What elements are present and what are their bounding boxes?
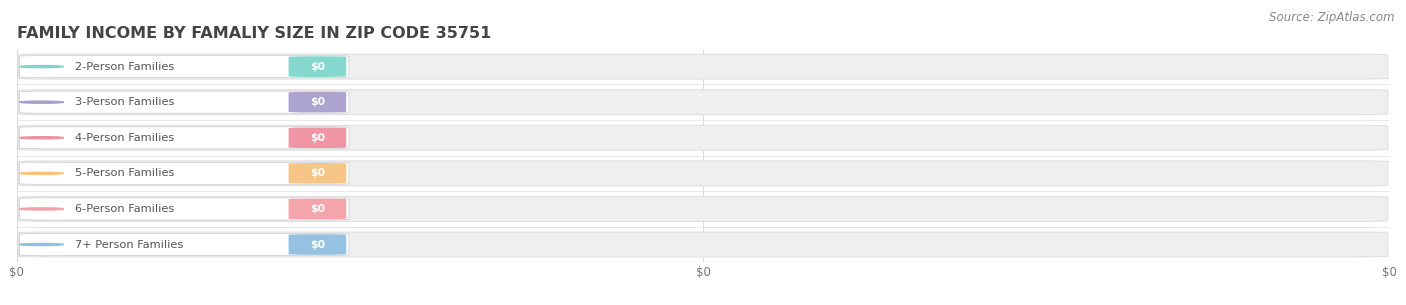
FancyBboxPatch shape (18, 232, 1388, 257)
FancyBboxPatch shape (288, 163, 346, 184)
Ellipse shape (20, 101, 63, 103)
FancyBboxPatch shape (20, 162, 349, 184)
FancyBboxPatch shape (18, 125, 1388, 150)
Text: $0: $0 (309, 62, 325, 72)
FancyBboxPatch shape (20, 198, 349, 220)
FancyBboxPatch shape (18, 90, 1388, 115)
FancyBboxPatch shape (288, 56, 346, 77)
Text: $0: $0 (309, 204, 325, 214)
Text: FAMILY INCOME BY FAMALIY SIZE IN ZIP CODE 35751: FAMILY INCOME BY FAMALIY SIZE IN ZIP COD… (17, 26, 491, 41)
Text: 4-Person Families: 4-Person Families (75, 133, 174, 143)
Ellipse shape (20, 243, 63, 246)
Text: $0: $0 (309, 168, 325, 178)
Text: 5-Person Families: 5-Person Families (75, 168, 174, 178)
FancyBboxPatch shape (20, 91, 349, 113)
Text: $0: $0 (309, 133, 325, 143)
FancyBboxPatch shape (288, 199, 346, 219)
FancyBboxPatch shape (18, 196, 1388, 221)
Ellipse shape (20, 172, 63, 174)
FancyBboxPatch shape (288, 92, 346, 113)
FancyBboxPatch shape (20, 127, 349, 149)
Text: Source: ZipAtlas.com: Source: ZipAtlas.com (1270, 11, 1395, 24)
Ellipse shape (20, 66, 63, 68)
FancyBboxPatch shape (18, 54, 1388, 79)
Ellipse shape (20, 137, 63, 139)
FancyBboxPatch shape (20, 234, 349, 256)
Text: 2-Person Families: 2-Person Families (75, 62, 174, 72)
Text: 3-Person Families: 3-Person Families (75, 97, 174, 107)
Ellipse shape (20, 208, 63, 210)
FancyBboxPatch shape (288, 234, 346, 255)
Text: $0: $0 (309, 239, 325, 249)
FancyBboxPatch shape (20, 56, 349, 78)
FancyBboxPatch shape (18, 161, 1388, 186)
Text: 7+ Person Families: 7+ Person Families (75, 239, 183, 249)
Text: $0: $0 (309, 97, 325, 107)
Text: 6-Person Families: 6-Person Families (75, 204, 174, 214)
FancyBboxPatch shape (288, 127, 346, 148)
